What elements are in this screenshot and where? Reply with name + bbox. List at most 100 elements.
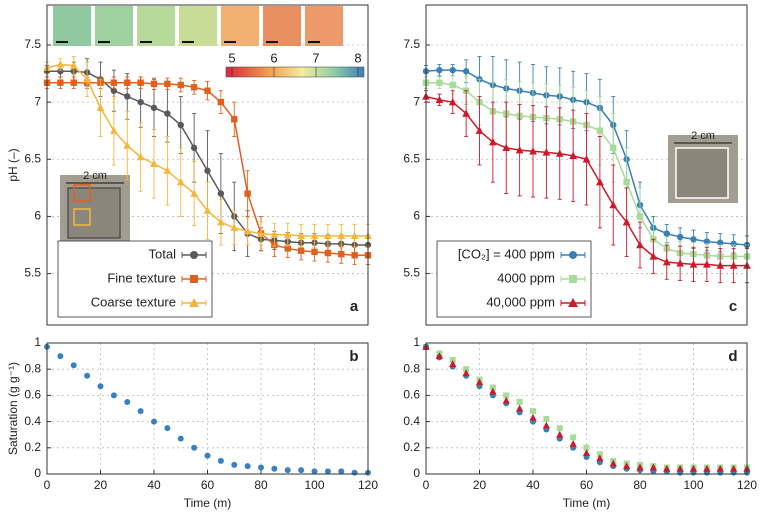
inset-image [305, 6, 343, 46]
legend-label: [CO₂] = 400 ppm [458, 246, 555, 261]
marker [716, 464, 724, 472]
marker [663, 230, 670, 237]
marker [542, 421, 550, 429]
marker [716, 261, 725, 269]
marker [284, 245, 291, 252]
y-tick-label: 0 [413, 466, 420, 480]
marker [351, 469, 358, 476]
marker [56, 60, 65, 68]
marker [177, 435, 184, 442]
marker [204, 167, 211, 174]
marker [729, 261, 738, 269]
marker [730, 240, 737, 248]
panel-letter: c [729, 298, 737, 315]
legend-label: Coarse texture [91, 294, 176, 309]
marker [730, 464, 738, 472]
marker [435, 95, 444, 104]
panel-letter: b [349, 348, 358, 365]
marker [569, 151, 577, 160]
marker [244, 463, 251, 470]
inset-image [221, 6, 259, 46]
marker [69, 61, 78, 69]
x-tick-label: 60 [201, 478, 215, 492]
marker [70, 79, 77, 86]
plot-frame [425, 342, 748, 475]
marker [570, 434, 577, 441]
marker [609, 200, 618, 209]
marker [97, 383, 104, 390]
marker [110, 87, 118, 94]
x-tick-label: 120 [737, 478, 757, 492]
marker [163, 166, 172, 174]
x-tick-label: 20 [94, 478, 108, 492]
marker [164, 110, 171, 117]
marker [298, 467, 305, 474]
y-tick-label: 0.4 [403, 414, 420, 428]
marker [190, 84, 198, 91]
marker [124, 398, 131, 405]
x-axis-label: Time (m) [563, 496, 611, 510]
marker [689, 260, 698, 268]
marker [270, 230, 279, 238]
marker [596, 127, 604, 134]
marker [123, 141, 132, 149]
marker [662, 257, 671, 266]
marker [475, 378, 484, 386]
y-tick-label: 7 [34, 94, 41, 108]
marker [177, 121, 184, 129]
legend-marker [190, 275, 198, 283]
y-tick-label: 0.2 [403, 440, 420, 454]
marker [529, 147, 537, 155]
legend-marker [568, 298, 578, 307]
marker [516, 398, 523, 405]
marker [676, 259, 684, 267]
marker [556, 425, 563, 432]
marker [489, 137, 497, 146]
marker [448, 97, 457, 106]
y-tick-label: 0.8 [403, 361, 420, 375]
marker [530, 408, 536, 415]
marker [203, 206, 212, 214]
marker [622, 217, 631, 226]
marker [217, 217, 225, 226]
marker [636, 463, 644, 471]
x-axis-label: Time (m) [184, 496, 232, 510]
marker [502, 143, 511, 152]
marker [435, 352, 443, 360]
marker [271, 465, 278, 472]
marker [703, 238, 711, 245]
marker [462, 109, 470, 117]
marker [609, 459, 617, 467]
marker [543, 415, 550, 422]
marker [462, 369, 470, 377]
x-tick-label: 20 [473, 478, 487, 492]
marker [204, 87, 211, 94]
marker [283, 230, 292, 238]
legend-label: Fine texture [107, 270, 176, 285]
marker [177, 81, 184, 89]
legend-marker [569, 275, 577, 283]
x-tick-label: 100 [683, 478, 703, 492]
marker [475, 126, 484, 134]
marker [137, 98, 144, 106]
marker [217, 457, 224, 464]
marker [204, 452, 211, 459]
marker [110, 79, 118, 86]
marker [623, 178, 630, 186]
y-tick-label: 7 [413, 94, 420, 108]
marker [137, 79, 144, 86]
marker [110, 126, 118, 134]
marker [151, 418, 157, 425]
marker [110, 392, 117, 399]
x-tick-label: 0 [423, 478, 430, 492]
y-axis-label: Saturation (g g⁻¹) [6, 362, 20, 455]
x-tick-label: 120 [358, 478, 378, 492]
marker [502, 396, 510, 404]
marker [190, 144, 198, 152]
marker [96, 103, 105, 112]
panel-letter: d [728, 348, 737, 365]
inset-image [53, 6, 91, 46]
inset-square [675, 147, 729, 199]
marker [489, 387, 497, 395]
y-tick-label: 0.8 [24, 361, 41, 375]
